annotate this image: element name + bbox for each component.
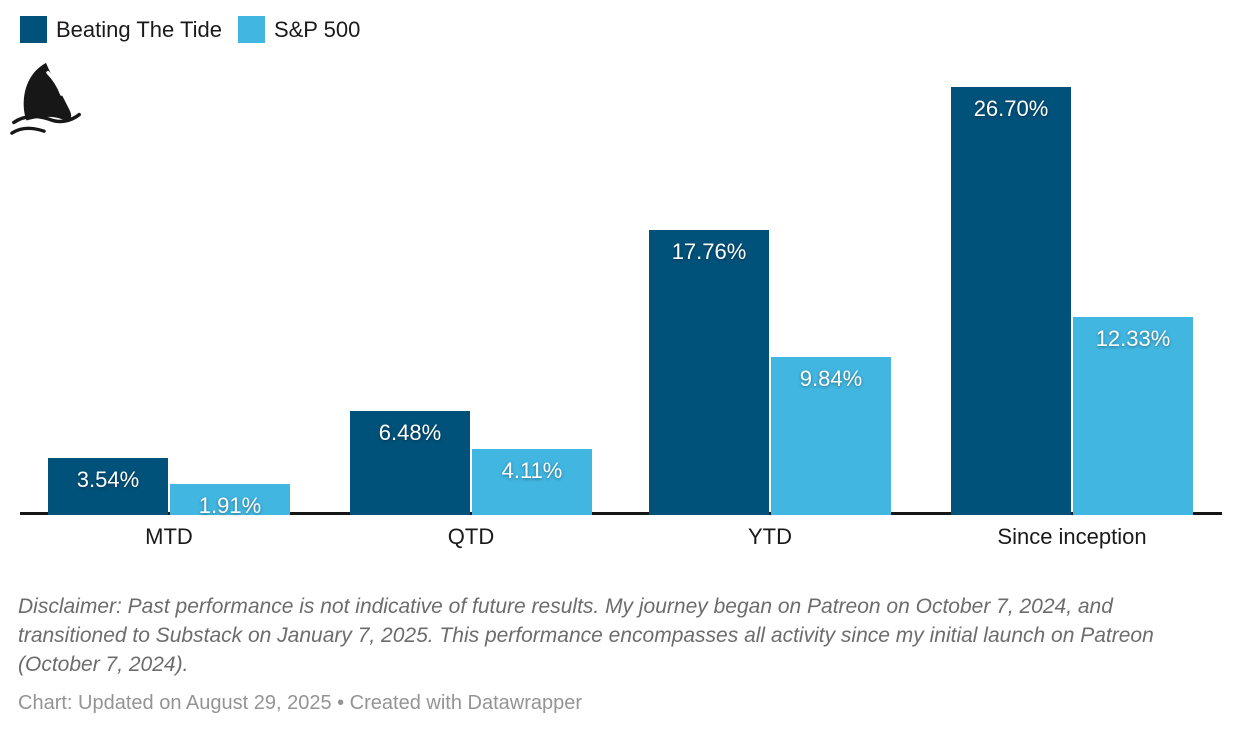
bar-chart-plot: 3.54% 1.91% 6.48% 4.11% 17.76% 9.84% 26.70% 12.… xyxy=(20,87,1222,518)
bar-value-label: 4.11% xyxy=(501,458,563,483)
legend: Beating The Tide S&P 500 xyxy=(20,16,376,43)
bar-ytd-beating-the-tide: 17.76% xyxy=(649,230,769,515)
bar-since-inception-beating-the-tide: 26.70% xyxy=(951,87,1071,515)
bar-since-inception-s-p-500: 12.33% xyxy=(1073,317,1193,515)
legend-item-sp500: S&P 500 xyxy=(237,16,361,43)
bar-qtd-beating-the-tide: 6.48% xyxy=(350,411,470,515)
disclaimer-text: Disclaimer: Past performance is not indi… xyxy=(18,595,1154,676)
bar-value-label: 6.48% xyxy=(378,420,442,445)
legend-swatch-beating-the-tide xyxy=(20,16,47,43)
bar-mtd-beating-the-tide: 3.54% xyxy=(48,458,168,515)
bar-value-label: 9.84% xyxy=(799,366,863,391)
shark-fin-icon xyxy=(8,58,86,140)
x-axis-label-mtd: MTD xyxy=(145,524,193,549)
bar-ytd-s-p-500: 9.84% xyxy=(771,357,891,515)
x-axis-labels: MTD QTD YTD Since inception xyxy=(0,524,1242,554)
legend-item-beating-the-tide: Beating The Tide xyxy=(20,16,222,43)
bar-value-label: 12.33% xyxy=(1095,326,1171,351)
bar-mtd-s-p-500: 1.91% xyxy=(170,484,290,518)
x-axis-line xyxy=(20,512,1222,515)
bar-value-label: 17.76% xyxy=(671,239,747,264)
legend-swatch-sp500 xyxy=(237,16,265,43)
bar-qtd-s-p-500: 4.11% xyxy=(472,449,592,515)
chart-footer: Chart: Updated on August 29, 2025 • Crea… xyxy=(18,692,583,714)
legend-label-sp500: S&P 500 xyxy=(273,17,361,42)
bar-value-label: 3.54% xyxy=(76,467,140,492)
legend-label-beating-the-tide: Beating The Tide xyxy=(56,17,222,42)
x-axis-label-ytd: YTD xyxy=(748,524,792,549)
x-axis-label-qtd: QTD xyxy=(447,524,495,549)
x-axis-label-since-inception: Since inception xyxy=(997,524,1147,549)
bar-value-label: 1.91% xyxy=(198,493,262,518)
bar-value-label: 26.70% xyxy=(973,96,1049,121)
